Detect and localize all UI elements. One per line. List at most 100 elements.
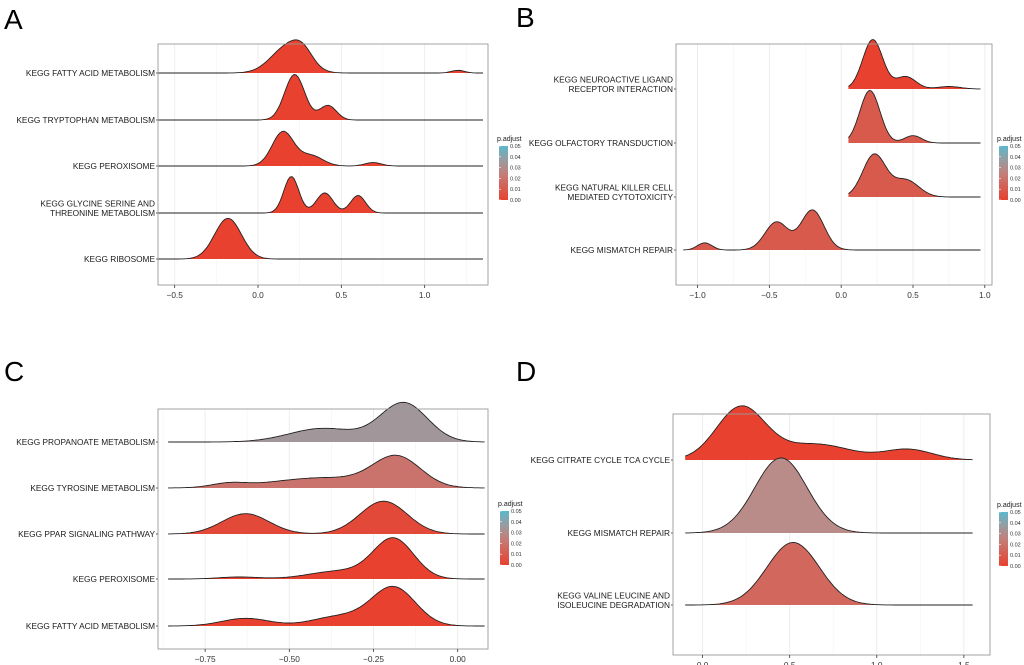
legend-colorbar: [500, 511, 509, 565]
legend-tick-label: 0.05: [1010, 144, 1021, 150]
panel-border: [672, 413, 991, 656]
x-tick-label: 0.5: [907, 290, 919, 300]
ridge-outline: [683, 209, 981, 251]
panel-letter: D: [516, 356, 536, 387]
ridge-outline: [158, 130, 483, 167]
pathway-label: KEGG NEUROACTIVE LIGAND: [554, 75, 673, 85]
legend-tick-label: 0.00: [1010, 198, 1021, 204]
ridge-fill: [168, 586, 485, 626]
legend-tick-label: 0.01: [511, 552, 522, 558]
legend-tick-label: 0.00: [510, 198, 521, 204]
x-tick-label: −0.50: [279, 654, 300, 664]
ridge-outline: [168, 537, 485, 580]
ridge-fill: [168, 455, 485, 488]
ridge-fill: [158, 39, 483, 73]
ridge-outline: [158, 217, 483, 260]
panel-border: [675, 43, 993, 286]
x-tick-label: 1.0: [979, 290, 991, 300]
x-tick-label: 0.5: [784, 660, 796, 665]
legend-tick-label: 0.02: [1010, 176, 1021, 182]
ridge-fill: [848, 90, 981, 143]
legend-tick-label: 0.00: [511, 563, 522, 569]
legend-tick-label: 0.04: [511, 520, 522, 526]
pathway-label: KEGG FATTY ACID METABOLISM: [26, 621, 155, 631]
x-tick-label: 1.0: [419, 290, 431, 300]
ridge-outline: [168, 585, 485, 627]
legend-colorbar: [499, 146, 508, 200]
legend-tick-label: 0.01: [1010, 187, 1021, 193]
legend-tick-label: 0.02: [511, 541, 522, 547]
pathway-label: KEGG GLYCINE SERINE AND: [40, 199, 155, 209]
pathway-label: KEGG MISMATCH REPAIR: [568, 528, 671, 538]
pathway-label: KEGG MISMATCH REPAIR: [571, 245, 674, 255]
legend-tick-label: 0.05: [511, 509, 522, 515]
x-tick-label: 1.0: [871, 660, 883, 665]
legend-title: p.adjust: [997, 502, 1022, 509]
ridge-fill: [683, 209, 981, 250]
x-tick-label: −0.5: [761, 290, 778, 300]
pathway-label: RECEPTOR INTERACTION: [569, 84, 674, 94]
panel-border: [157, 408, 489, 650]
x-tick-label: 0.00: [450, 654, 467, 664]
ridge-fill: [168, 537, 485, 579]
x-tick-label: 0.5: [336, 290, 348, 300]
legend-tick-label: 0.00: [1010, 564, 1021, 570]
ridge-fill: [158, 176, 483, 213]
ridge-fill: [168, 501, 485, 534]
ridge-fill: [158, 74, 483, 120]
ridge-outline: [158, 176, 483, 214]
x-tick-label: −0.5: [166, 290, 183, 300]
pathway-label: KEGG VALINE LEUCINE AND: [557, 591, 670, 601]
panel-c: C KEGG PROPANOATE METABOLISM KEGG TYROSINE…: [4, 356, 523, 664]
panel-d: D KEGG CITRATE CYCLE TCA CYCLE KEGG MISMAT…: [516, 356, 1022, 665]
legend-tick-label: 0.03: [1010, 166, 1021, 172]
panel-letter: C: [4, 356, 24, 387]
x-tick-label: 0.0: [835, 290, 847, 300]
ridge-fill: [158, 131, 483, 166]
ridge-outline: [168, 401, 485, 443]
legend-colorbar: [999, 512, 1008, 566]
ridge-fill: [158, 218, 483, 259]
legend-tick-label: 0.03: [1010, 532, 1021, 538]
ridge-fill: [685, 542, 973, 605]
x-tick-label: −0.25: [363, 654, 384, 664]
x-tick-label: −1.0: [689, 290, 706, 300]
panel-a: A KEGG FATTY ACID METABOLISM KEGG TRYPTOPH…: [4, 4, 522, 300]
legend-title: p.adjust: [997, 136, 1022, 143]
ridge-outline: [685, 405, 973, 461]
legend-tick-label: 0.05: [510, 144, 521, 150]
pathway-label: KEGG RIBOSOME: [84, 254, 155, 264]
pathway-label: KEGG PROPANOATE METABOLISM: [16, 437, 155, 447]
pathway-label: KEGG TYROSINE METABOLISM: [30, 483, 155, 493]
legend-tick-label: 0.05: [1010, 510, 1021, 516]
ridge-outline: [848, 39, 981, 90]
legend-title: p.adjust: [498, 501, 523, 508]
ridge-outline: [168, 500, 485, 535]
legend-title: p.adjust: [497, 136, 522, 143]
panel-letter: B: [516, 2, 535, 33]
pathway-label: KEGG PEROXISOME: [73, 574, 156, 584]
x-tick-label: 1.5: [958, 660, 970, 665]
ridge-fill: [685, 458, 973, 533]
legend-tick-label: 0.04: [1010, 155, 1021, 161]
pathway-label: MEDIATED CYTOTOXICITY: [567, 192, 673, 202]
pathway-label: KEGG CITRATE CYCLE TCA CYCLE: [531, 455, 671, 465]
legend-tick-label: 0.04: [1010, 521, 1021, 527]
legend-colorbar: [999, 146, 1008, 200]
pathway-label: KEGG PEROXISOME: [73, 161, 156, 171]
legend-tick-label: 0.02: [510, 176, 521, 182]
ridge-outline: [168, 454, 485, 489]
legend-tick-label: 0.01: [1010, 553, 1021, 559]
x-tick-label: −0.75: [195, 654, 216, 664]
legend-tick-label: 0.03: [511, 531, 522, 537]
pathway-label: ISOLEUCINE DEGRADATION: [557, 600, 670, 610]
pathway-label: KEGG FATTY ACID METABOLISM: [26, 68, 155, 78]
legend-tick-label: 0.04: [510, 155, 521, 161]
ridge-outline: [158, 39, 483, 74]
